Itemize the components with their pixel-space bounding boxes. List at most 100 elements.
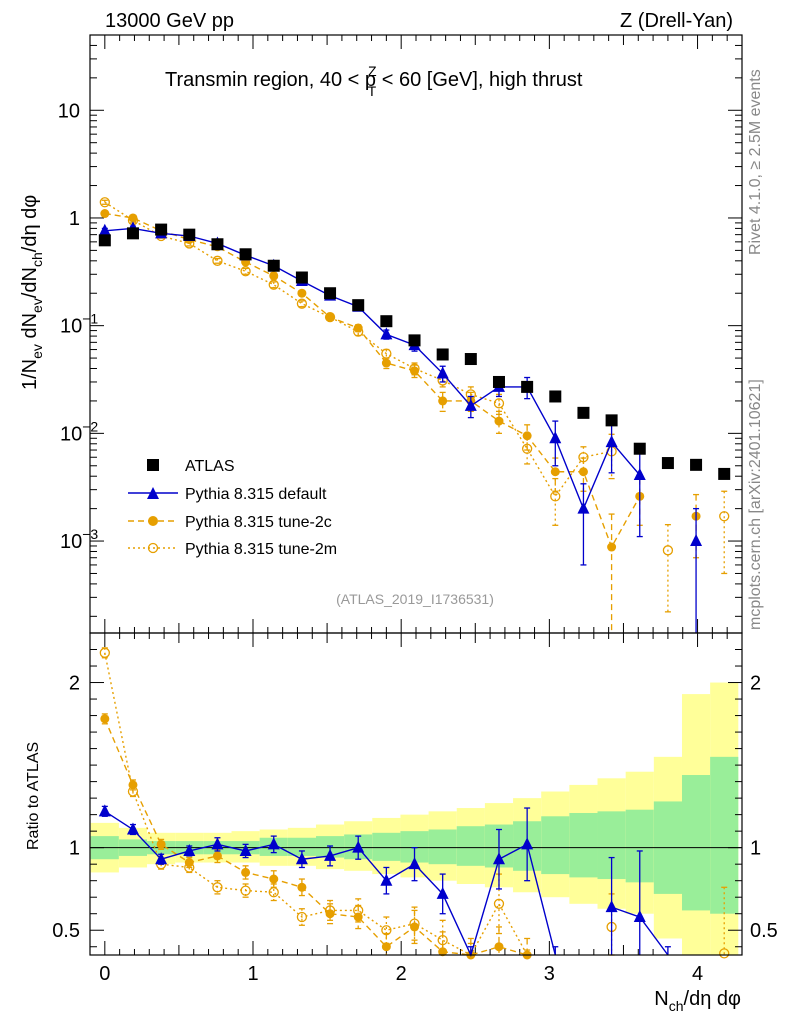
main-tune2c-point bbox=[269, 271, 279, 281]
ratio-default-point bbox=[295, 852, 308, 865]
main-tune2c-point bbox=[297, 288, 307, 298]
legend-default-marker bbox=[147, 487, 159, 499]
ratio-tune2c-point bbox=[325, 909, 335, 919]
ratio-tune2c-point bbox=[184, 858, 194, 868]
main-tune2m-point bbox=[296, 298, 308, 309]
legend-tune2c-label: Pythia 8.315 tune-2c bbox=[185, 514, 332, 531]
atlas-point bbox=[352, 299, 365, 312]
main-title: Transmin region, 40 < pZ T < 60 [GeV], hi… bbox=[165, 63, 583, 99]
atlas-point bbox=[295, 271, 308, 284]
atlas-point bbox=[408, 334, 421, 347]
ratio-ytick-label: 2 bbox=[69, 673, 80, 695]
main-ytick-label: 10−3 bbox=[60, 526, 98, 553]
main-tune2m-point bbox=[662, 545, 674, 556]
legend-tune2m-marker bbox=[147, 542, 159, 554]
main-tune2m-line bbox=[104, 201, 612, 498]
ratio-ylabel: Ratio to ATLAS bbox=[25, 742, 42, 850]
atlas-point bbox=[492, 375, 505, 388]
ratio-ytick-label: 0.5 bbox=[52, 920, 80, 942]
xlabel: Nch/dη dφ bbox=[654, 988, 741, 1014]
header-left: 13000 GeV pp bbox=[105, 10, 234, 32]
main-tune2c-point bbox=[325, 312, 335, 322]
main-tune2m-point bbox=[521, 443, 533, 454]
ratio-default-point bbox=[324, 848, 337, 861]
ratio-tune2m-line bbox=[104, 652, 528, 956]
main-tune2m-point bbox=[212, 255, 223, 266]
ratio-ytick-label: 1 bbox=[69, 838, 80, 860]
main-default-point bbox=[690, 534, 703, 547]
ratio-band-inner bbox=[372, 832, 401, 861]
ratio-band-inner bbox=[456, 826, 485, 866]
main-default-point bbox=[577, 501, 590, 514]
atlas-point bbox=[98, 234, 111, 247]
atlas-point bbox=[718, 467, 731, 480]
ratio-tune2c-point bbox=[381, 942, 391, 952]
main-tune2c-point bbox=[578, 467, 588, 477]
main-tune2c-point bbox=[410, 366, 420, 376]
atlas-point bbox=[577, 406, 590, 419]
legend: ATLAS Pythia 8.315 default Pythia 8.315 … bbox=[128, 458, 337, 558]
main-ytick-label: 10−1 bbox=[60, 311, 98, 338]
legend-atlas-label: ATLAS bbox=[185, 458, 235, 475]
main-ylabel: 1/Nev dNev/dNch/dη dφ bbox=[19, 195, 45, 390]
reference-label: (ATLAS_2019_I1736531) bbox=[336, 591, 494, 607]
main-tune2c-point bbox=[128, 213, 138, 223]
ratio-tune2c-point bbox=[297, 882, 307, 892]
ratio-ytick-label-right: 1 bbox=[750, 838, 761, 860]
main-default-point bbox=[436, 366, 449, 379]
ratio-tune2c-point bbox=[410, 922, 420, 932]
ratio-tune2c-line bbox=[104, 718, 528, 956]
ratio-frame bbox=[89, 632, 743, 956]
ratio-default-point bbox=[633, 910, 646, 923]
ratio-tune2m-point bbox=[719, 948, 730, 959]
ratio-tune2c-point bbox=[269, 874, 279, 884]
ratio-tune2c-point bbox=[100, 714, 110, 724]
ratio-default-point bbox=[352, 840, 365, 853]
ratio-ytick-label-right: 0.5 bbox=[750, 920, 778, 942]
atlas-point bbox=[380, 315, 393, 328]
atlas-point bbox=[211, 238, 224, 251]
ratio-tune2c-point bbox=[241, 867, 251, 877]
ratio-tune2c-point bbox=[494, 942, 504, 952]
ratio-band-inner bbox=[287, 837, 316, 856]
main-tune2c-point bbox=[100, 209, 110, 219]
header-right: Z (Drell-Yan) bbox=[620, 10, 733, 32]
ratio-band-inner bbox=[681, 775, 711, 911]
ratio-default-point bbox=[408, 857, 421, 870]
ratio-tune2m-point bbox=[296, 911, 308, 923]
main-tune2c-point bbox=[607, 542, 617, 552]
ratio-default-point bbox=[267, 837, 280, 850]
main-ytick-label: 1 bbox=[69, 208, 80, 230]
main-tune2c-point bbox=[550, 467, 560, 477]
ratio-tune2m-point bbox=[212, 882, 223, 893]
legend-tune2m-label: Pythia 8.315 tune-2m bbox=[185, 541, 337, 558]
legend-tune2c-marker bbox=[148, 516, 158, 526]
atlas-point bbox=[549, 390, 562, 403]
ratio-tune2m-point bbox=[493, 898, 505, 909]
main-default-point bbox=[380, 327, 393, 340]
main-tune2c-point bbox=[522, 431, 532, 441]
ratio-tune2c-point bbox=[156, 839, 166, 849]
atlas-point bbox=[155, 223, 168, 236]
ratio-default-point bbox=[98, 804, 111, 817]
ratio-tune2c-point bbox=[128, 780, 138, 790]
atlas-point bbox=[521, 380, 534, 393]
atlas-point bbox=[661, 457, 674, 470]
main-tune2m-point bbox=[99, 197, 110, 208]
main-plot bbox=[89, 34, 743, 633]
ratio-default-point bbox=[126, 822, 139, 835]
legend-default-label: Pythia 8.315 default bbox=[185, 486, 327, 503]
ratio-default-point bbox=[605, 900, 618, 913]
ratio-tune2m-point bbox=[99, 647, 110, 658]
ratio-ytick-label-right: 2 bbox=[750, 673, 761, 695]
atlas-point bbox=[436, 348, 449, 361]
mcplots-label: mcplots.cern.ch [arXiv:2401.10621] bbox=[747, 379, 764, 630]
ratio-default-point bbox=[380, 873, 393, 886]
xtick-label: 2 bbox=[396, 963, 407, 985]
ratio-band-inner bbox=[569, 812, 598, 878]
main-tune2c-point bbox=[494, 416, 504, 426]
atlas-point bbox=[690, 458, 703, 471]
main-ytick-label: 10 bbox=[58, 100, 80, 122]
rivet-label: Rivet 4.1.0, ≥ 2.5M events bbox=[747, 69, 764, 255]
